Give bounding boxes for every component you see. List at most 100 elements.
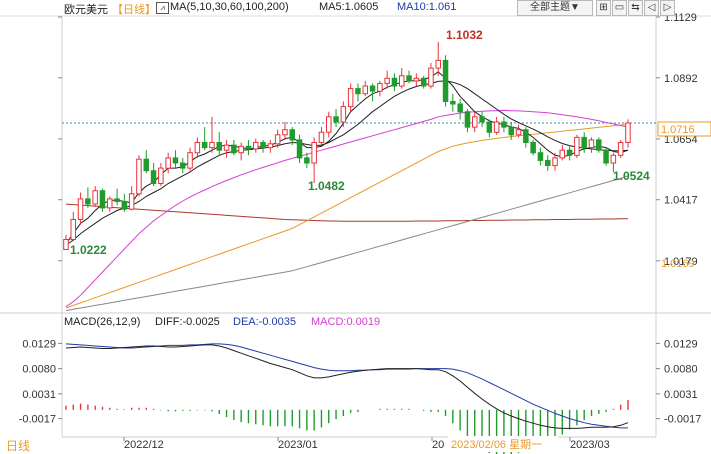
- candle-body: [245, 145, 252, 150]
- swap-button[interactable]: ⇆: [628, 0, 643, 16]
- next-button[interactable]: ▷: [660, 0, 675, 16]
- candle-body: [406, 75, 412, 82]
- ma-settings[interactable]: MA(5,10,30,60,100,200): [170, 1, 289, 13]
- period-label[interactable]: 【日线】: [112, 4, 156, 16]
- candle: [362, 80, 368, 97]
- macd-tick-label: -0.0017: [664, 414, 701, 426]
- macd-tick-label-left: 0.0129: [22, 338, 56, 350]
- candle-body: [223, 144, 230, 151]
- candle: [377, 80, 383, 97]
- candle: [435, 41, 441, 76]
- candle: [187, 147, 193, 171]
- candle: [581, 132, 587, 153]
- candle-body: [209, 142, 215, 149]
- candle-body: [574, 136, 580, 156]
- time-axis: 2022/12 2023/01 20 2023/03: [123, 437, 610, 451]
- candle: [355, 83, 361, 102]
- candle-body: [479, 116, 485, 123]
- chart-frame: [0, 15, 711, 438]
- candle-body: [267, 143, 274, 149]
- macd-tick-label-left: 0.0080: [22, 364, 56, 376]
- candle-body: [340, 106, 347, 123]
- candle: [92, 186, 98, 207]
- candle-body: [493, 121, 500, 133]
- candle: [413, 73, 420, 87]
- time-tick-label: 2023/03: [570, 439, 610, 451]
- ma60-line: [65, 123, 629, 309]
- candle: [625, 119, 631, 148]
- annotation-high: 1.1032: [446, 28, 483, 42]
- ma100-line: [65, 175, 629, 312]
- window-button[interactable]: ▭: [612, 0, 627, 16]
- candle: [464, 109, 471, 133]
- period-tab[interactable]: 日线: [6, 439, 30, 453]
- candle: [340, 101, 347, 128]
- candle: [406, 70, 412, 84]
- ma-indicator-icon[interactable]: ⩘: [156, 2, 169, 14]
- candle-body: [238, 145, 244, 154]
- candle-body: [377, 83, 383, 92]
- candle: [603, 147, 609, 166]
- price-tick-label: 1.0417: [664, 195, 698, 207]
- candle: [304, 152, 310, 169]
- macd-tick-label: 0.0129: [664, 338, 698, 350]
- candle-body: [450, 100, 456, 105]
- candle: [260, 139, 266, 153]
- symbol-name: 欧元美元: [64, 4, 108, 16]
- candle: [545, 155, 551, 171]
- candle: [143, 150, 149, 174]
- candle: [523, 127, 529, 148]
- candle: [238, 142, 244, 161]
- candle: [77, 192, 84, 225]
- candle: [274, 129, 281, 148]
- candle-body: [464, 111, 471, 128]
- grid-button[interactable]: ⊞: [596, 0, 611, 16]
- candle-body: [326, 116, 332, 133]
- candle-body: [85, 198, 91, 205]
- candle: [180, 157, 186, 174]
- candle-body: [216, 142, 222, 151]
- candle-body: [63, 239, 69, 250]
- candle-body: [201, 142, 208, 149]
- date-tooltip-bg: [448, 436, 558, 452]
- candle-body: [194, 142, 201, 154]
- price-tick-label: 1.0892: [664, 73, 698, 85]
- candle-body: [552, 157, 558, 167]
- candle: [428, 62, 434, 89]
- time-tick-label: 20: [432, 439, 444, 451]
- candle-body: [318, 131, 325, 143]
- candle-body: [435, 59, 441, 69]
- candle: [588, 137, 595, 153]
- candle: [450, 93, 456, 112]
- candle-body: [180, 162, 186, 169]
- moving-average-lines: [65, 71, 629, 312]
- candle-body: [588, 139, 595, 149]
- prev-button[interactable]: ◁: [644, 0, 659, 16]
- macd-tick-label: 0.0031: [664, 389, 698, 401]
- candle: [85, 187, 91, 208]
- ma200-line: [65, 203, 628, 222]
- macd-axis: 0.0129 0.0129 0.0080 0.0080 0.0031 0.0031 -0.0…: [19, 338, 702, 425]
- candle: [63, 234, 69, 250]
- candle: [165, 152, 171, 174]
- candle: [289, 127, 295, 146]
- time-tick-label: 2023/01: [278, 439, 318, 451]
- price-tick-label: 1.0654: [664, 134, 698, 146]
- ma10-value: MA10:1.061: [397, 1, 457, 13]
- candle: [369, 83, 376, 102]
- candle: [493, 116, 500, 135]
- candle: [70, 211, 76, 242]
- candle-body: [289, 129, 295, 141]
- candle: [326, 111, 332, 138]
- candle: [136, 155, 142, 197]
- theme-menu-button[interactable]: 全部主题▼: [517, 0, 593, 16]
- candle: [384, 70, 390, 89]
- candle-body: [537, 152, 544, 161]
- candle-body: [172, 157, 179, 164]
- candle-body: [128, 193, 135, 210]
- candle: [479, 111, 485, 128]
- candle-body: [413, 77, 420, 82]
- dif-line: [65, 344, 629, 429]
- candle: [209, 116, 215, 153]
